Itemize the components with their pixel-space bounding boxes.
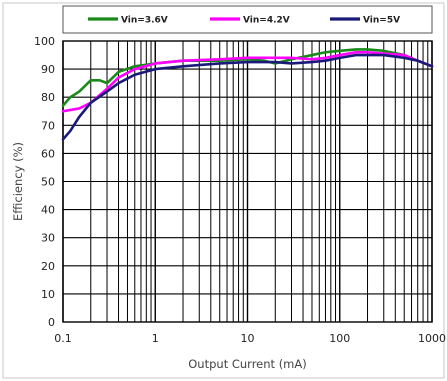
x-tick-labels: 0.1 1 10 100 1000 (54, 332, 446, 345)
series-line-3 (61, 53, 434, 141)
legend-label-1: Vin=3.6V (121, 16, 168, 26)
x-axis-title: Output Current (mA) (188, 357, 307, 371)
plot-border (62, 40, 433, 323)
y-tick-label: 30 (41, 232, 55, 245)
y-tick-label: 100 (34, 35, 55, 48)
y-tick-label: 90 (41, 63, 55, 76)
legend-box (62, 5, 433, 34)
y-axis-title: Efficiency (%) (11, 142, 25, 221)
series-group (61, 48, 434, 141)
y-tick-label: 10 (41, 288, 55, 301)
series-line-1 (61, 48, 434, 107)
y-tick-label: 60 (41, 147, 55, 160)
legend-label-2: Vin=4.2V (243, 16, 290, 26)
x-tick-label: 0.1 (54, 332, 72, 345)
legend-label-3: Vin=5V (363, 16, 400, 26)
y-tick-label: 70 (41, 119, 55, 132)
x-tick-label: 1000 (418, 332, 446, 345)
y-tick-label: 20 (41, 260, 55, 273)
series-line-2 (61, 50, 434, 113)
y-tick-label: 50 (41, 176, 55, 189)
y-tick-label: 80 (41, 91, 55, 104)
y-tick-labels: 0 10 20 30 40 50 60 70 80 90 100 (34, 35, 55, 329)
x-tick-label: 100 (329, 332, 350, 345)
x-tick-label: 1 (152, 332, 159, 345)
legend: Vin=3.6V Vin=4.2V Vin=5V (62, 5, 433, 34)
grid (62, 40, 433, 323)
x-tick-label: 10 (241, 332, 255, 345)
y-tick-label: 0 (48, 316, 55, 329)
y-tick-label: 40 (41, 204, 55, 217)
